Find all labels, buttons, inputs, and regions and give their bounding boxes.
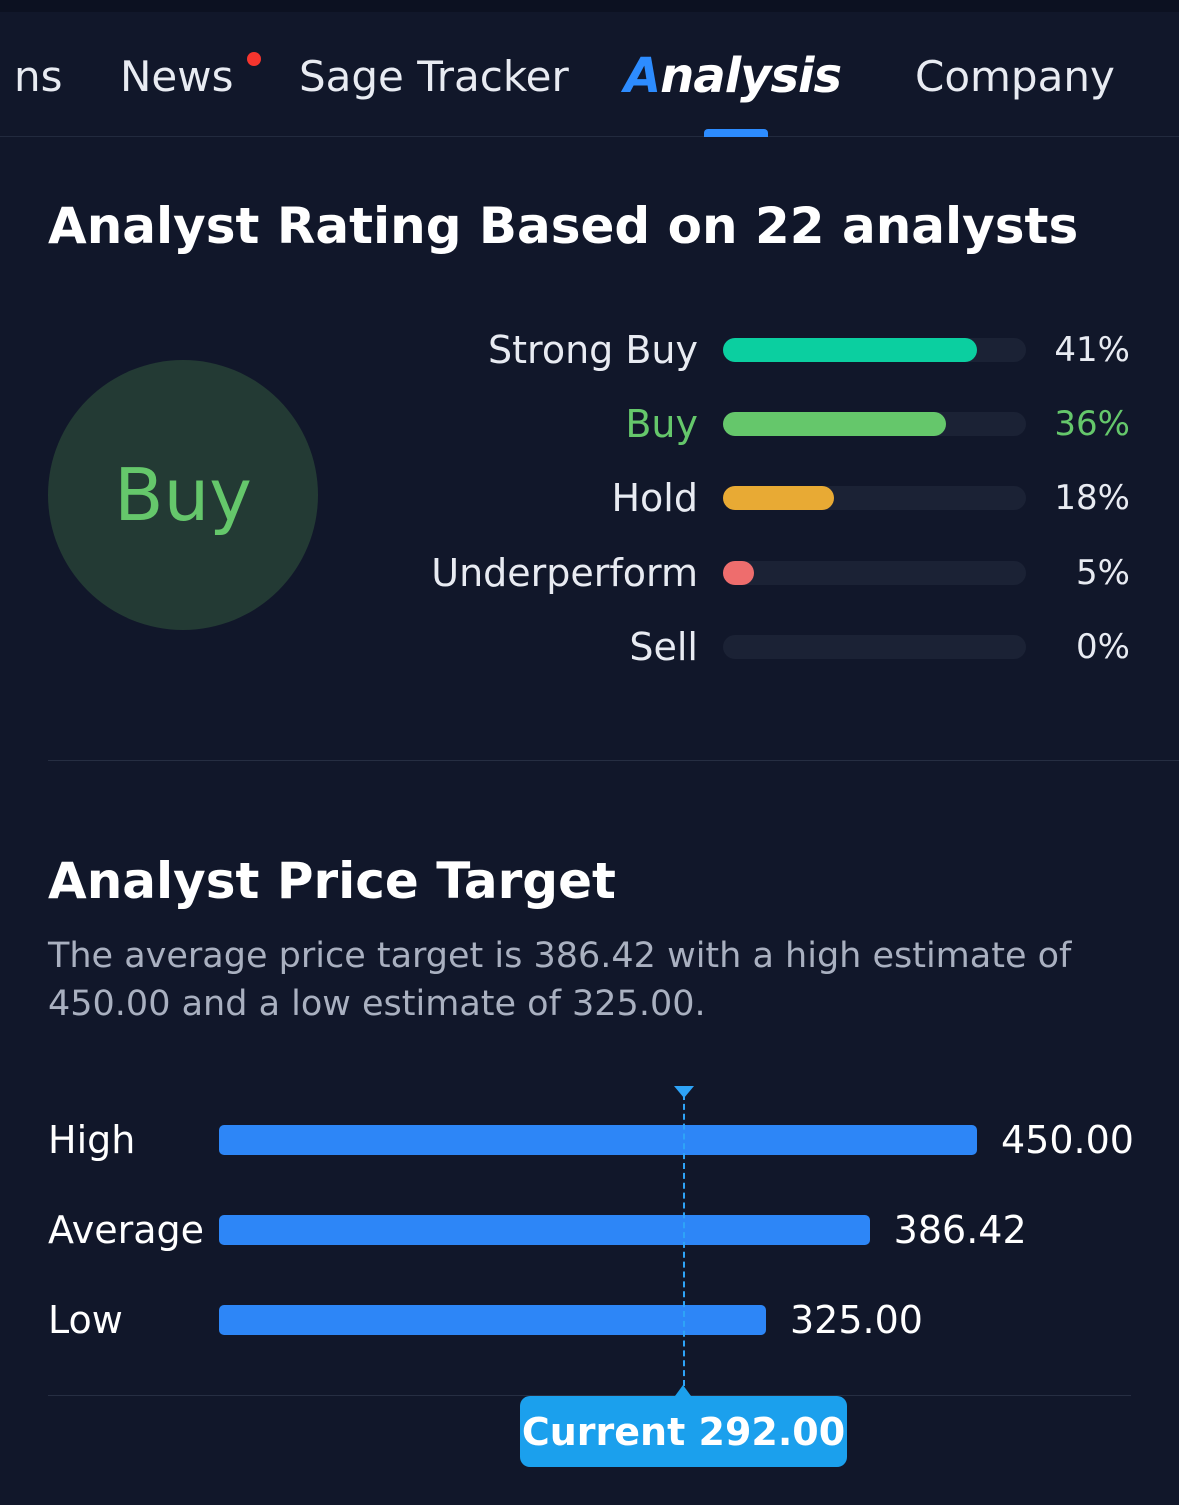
tab-news[interactable]: News [120,52,234,101]
rating-percent: 41% [1054,330,1130,370]
current-price-marker-icon [674,1086,694,1098]
rating-label: Hold [611,476,698,520]
rating-bar-track [723,338,1026,362]
rating-bar-fill [723,486,835,510]
section-divider [48,760,1179,761]
current-price-line [683,1094,685,1386]
tab-sage-tracker[interactable]: Sage Tracker [299,52,569,101]
price-target-bar [219,1305,766,1335]
price-target-bar [219,1215,870,1245]
price-target-label: Low [48,1298,123,1342]
price-target-bar [219,1125,977,1155]
tab-company[interactable]: Company [915,52,1115,101]
news-notification-badge [247,52,261,66]
consensus-rating-badge: Buy [48,360,318,630]
rating-row: Strong Buy 41% [0,325,1179,375]
rating-bar-fill [723,412,946,436]
price-target-value: 386.42 [893,1208,1027,1252]
price-target-description: The average price target is 386.42 with … [48,936,1072,1024]
chart-baseline [48,1395,1131,1396]
tab-bar: ns News Sage Tracker Analysis Company [0,12,1179,137]
rating-label: Underperform [431,551,698,595]
price-target-value: 450.00 [1001,1118,1134,1162]
rating-percent: 18% [1054,478,1130,518]
analyst-rating-title: Analyst Rating Based on 22 analysts [48,197,1079,255]
rating-bar-track [723,561,1026,585]
rating-bar-track [723,412,1026,436]
tab-previous[interactable]: ns [14,52,63,101]
status-strip [0,0,1179,12]
rating-label: Buy [625,402,698,446]
rating-row: Buy 36% [0,399,1179,449]
rating-bar-track [723,635,1026,659]
price-target-title: Analyst Price Target [48,852,616,910]
rating-label: Sell [629,625,698,669]
rating-percent: 36% [1054,404,1130,444]
rating-label: Strong Buy [488,328,698,372]
tab-analysis[interactable]: Analysis [624,48,842,104]
price-target-label: High [48,1118,136,1162]
rating-bar-track [723,486,1026,510]
rating-row: Hold 18% [0,473,1179,523]
rating-bar-fill [723,561,754,585]
consensus-rating-label: Buy [114,453,252,537]
current-price-badge[interactable]: Current 292.00 [520,1396,847,1467]
tab-analysis-label-rest: nalysis [660,48,842,104]
price-target-value: 325.00 [790,1298,923,1342]
rating-row: Underperform 5% [0,548,1179,598]
rating-bar-fill [723,338,977,362]
current-price-pointer [675,1385,691,1396]
price-target-label: Average [48,1208,205,1252]
tab-analysis-label-initial: A [624,48,661,104]
rating-percent: 0% [1076,627,1130,667]
rating-row: Sell 0% [0,622,1179,672]
active-tab-indicator [704,129,768,137]
rating-percent: 5% [1076,553,1130,593]
